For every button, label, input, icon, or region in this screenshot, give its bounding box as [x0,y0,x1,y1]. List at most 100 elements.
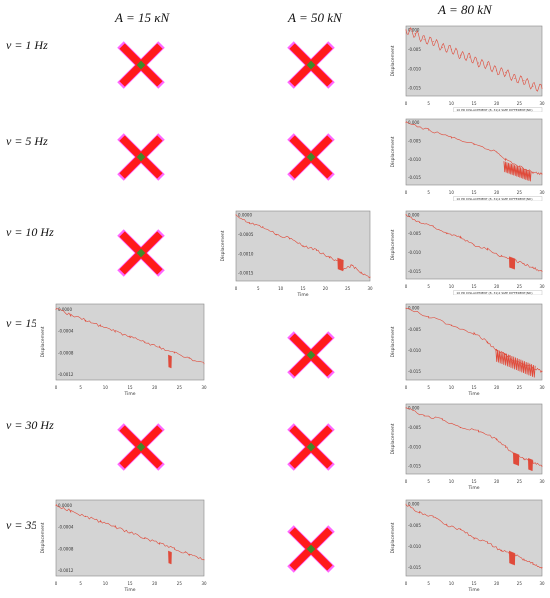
row-label-v5: v = 5 Hz [6,134,48,148]
x-tick-label: 25 [177,385,183,390]
data-point [329,257,331,259]
x-tick-label: 25 [517,385,523,390]
x-tick-label: 30 [539,385,545,390]
x-tick-label: 5 [427,385,430,390]
x-tick-label: 15 [471,284,477,289]
data-point [505,354,507,356]
data-point [518,166,520,168]
x-tick-label: 10 [449,284,455,289]
data-point [188,553,190,555]
data-point [450,48,452,50]
legend-box [453,107,543,112]
data-point [518,362,520,364]
x-tick-label: 0 [405,284,408,289]
row-label-v10: v = 10 Hz [6,225,54,239]
data-point [405,122,407,124]
cross-icon-v1-a15 [114,38,168,92]
data-point [523,79,525,81]
y-tick-label: 0.000 [408,120,420,125]
x-axis-label: Time [123,391,135,396]
cross-icon-v5-a50 [284,130,338,184]
y-tick-label: -0.005 [408,231,421,236]
cross-icon-v5-a15 [114,130,168,184]
row-label-v30: v = 30 Hz [6,418,54,432]
y-tick-label: -0.0005 [238,232,254,237]
x-tick-label: 5 [427,101,430,106]
x-tick-label: 20 [323,286,329,291]
data-point [541,465,543,467]
cross-center [136,442,146,452]
data-point [478,430,480,432]
x-axis-label: Time [467,587,479,592]
data-point [441,46,443,48]
y-tick-label: -0.005 [408,327,421,332]
x-tick-label: 20 [494,385,500,390]
data-point [459,236,461,238]
series-line [405,308,543,373]
y-tick-label: -0.0010 [238,251,254,256]
data-point [523,558,525,560]
cross-center [306,350,316,360]
y-tick-label: -0.010 [408,348,421,353]
x-tick-label: 20 [494,479,500,484]
data-point [500,550,502,552]
plot-v5-a80: 0510152025300.000-0.005-0.010-0.015TimeD… [386,113,546,201]
y-tick-label: -0.005 [408,47,421,52]
series-burst [503,161,532,182]
data-point [532,171,534,173]
legend-box [453,290,543,295]
y-tick-label: 0.0000 [238,212,252,217]
series-burst [528,458,533,471]
x-tick-label: 15 [127,385,133,390]
data-point [541,371,543,373]
x-tick-label: 10 [449,385,455,390]
data-point [55,308,57,310]
data-point [203,559,205,561]
y-tick-label: 0.0000 [58,503,72,508]
cross-icon-v30-a50 [284,420,338,474]
column-header-a50: A = 50 kN [288,10,342,25]
x-tick-label: 30 [539,581,545,586]
series-line [405,27,543,92]
series-burst [168,354,172,369]
data-point [505,72,507,74]
x-tick-label: 0 [405,581,408,586]
x-tick-label: 30 [539,479,545,484]
data-point [432,225,434,227]
data-point [514,454,516,456]
x-tick-label: 10 [449,101,455,106]
data-point [262,226,264,228]
y-tick-label: -0.010 [408,250,421,255]
y-tick-label: -0.015 [408,86,421,91]
y-tick-label: -0.0012 [58,372,74,377]
x-tick-label: 15 [471,581,477,586]
data-point [405,407,407,409]
y-tick-label: -0.010 [408,157,421,162]
x-tick-label: 10 [103,385,109,390]
x-tick-label: 25 [517,479,523,484]
data-point [473,333,475,335]
data-point [541,173,543,175]
series-burst [168,550,172,565]
x-axis-label: Time [123,587,135,592]
data-point [505,446,507,448]
series-burst [509,550,516,566]
y-axis-label: Displacement [390,136,396,167]
plot-area [405,25,543,97]
y-tick-label: -0.015 [408,269,421,274]
plot-v10-a80: 0510152025300.000-0.005-0.010-0.015TimeD… [386,205,546,295]
y-tick-label: -0.0004 [58,525,74,530]
x-tick-label: 0 [55,385,58,390]
data-point [523,457,525,459]
y-tick-label: -0.015 [408,369,421,374]
x-tick-label: 15 [471,385,477,390]
data-point [478,62,480,64]
plot-area [405,403,543,475]
plot-v15-a15: 0 5 10 15 20 25 30 0.0000 -0.0004 -0.0008 -0.0012 T… [36,298,208,396]
data-point [446,233,448,235]
x-tick-label: 15 [471,190,477,195]
data-point [342,268,344,270]
y-tick-label: -0.005 [408,139,421,144]
data-point [419,512,421,514]
data-point [423,39,425,41]
